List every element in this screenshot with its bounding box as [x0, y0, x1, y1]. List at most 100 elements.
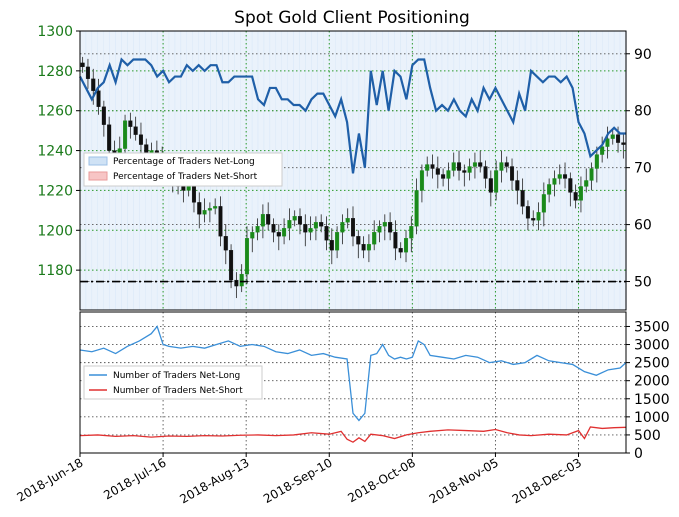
- price-candle-body: [377, 226, 382, 233]
- price-candle-body: [234, 279, 239, 287]
- price-candle-body: [382, 222, 387, 227]
- price-tick-label: 1280: [37, 64, 73, 80]
- percent-tick-label: 90: [634, 47, 652, 63]
- x-tick-label: 2018-Dec-03: [510, 455, 584, 506]
- net-long-band: [400, 30, 407, 311]
- price-candle-body: [600, 146, 605, 155]
- price-candle-body: [494, 170, 499, 193]
- price-candle-body: [435, 168, 440, 175]
- price-tick-label: 1180: [37, 263, 73, 279]
- net-long-band: [299, 30, 306, 311]
- net-long-band: [572, 30, 579, 311]
- x-tick-label: 2018-Aug-13: [177, 455, 251, 506]
- price-candle-body: [239, 273, 244, 287]
- bottom-panel: 0 500 1000 1500 2000 2500 3000 3500: [79, 311, 670, 462]
- price-candle-body: [446, 170, 451, 179]
- price-candle-body: [287, 220, 292, 229]
- count-tick-label: 500: [634, 428, 661, 444]
- net-long-band: [311, 30, 318, 311]
- net-long-band: [305, 30, 312, 311]
- net-long-band: [293, 30, 300, 311]
- top-frame: [79, 30, 627, 311]
- x-tick-label: 2018-Jun-18: [15, 455, 86, 504]
- price-candle-body: [552, 178, 557, 185]
- price-candle-body: [218, 206, 223, 237]
- net-long-band: [560, 30, 567, 311]
- price-tick-label: 1260: [37, 104, 73, 120]
- percent-tick-label: 70: [634, 161, 652, 177]
- price-candle-body: [573, 192, 578, 201]
- bottom-frame: [79, 311, 627, 454]
- price-candle-body: [260, 214, 265, 227]
- legend-label-net-long: Percentage of Traders Net-Long: [113, 157, 255, 167]
- price-candle-body: [441, 174, 446, 179]
- price-candle-body: [255, 226, 260, 233]
- net-long-band: [518, 30, 526, 311]
- net-long-band: [429, 30, 437, 311]
- net-long-band: [566, 30, 573, 311]
- price-candle-body: [297, 216, 302, 225]
- count-tick-label: 3000: [634, 338, 670, 354]
- price-candle-body: [319, 222, 324, 227]
- price-candle-body: [366, 244, 371, 251]
- x-tick-label: 2018-Oct-08: [345, 455, 417, 505]
- price-candle-body: [589, 168, 594, 181]
- net-long-band: [602, 30, 609, 311]
- count-tick-label: 3500: [634, 319, 670, 335]
- count-net-long-line: [79, 325, 627, 422]
- price-candle-body: [388, 222, 393, 233]
- price-candle-body: [393, 232, 398, 249]
- price-candle-body: [340, 222, 345, 233]
- x-tick-label: 2018-Nov-05: [427, 455, 501, 506]
- price-candle-body: [80, 62, 85, 68]
- price-candle-body: [276, 232, 281, 237]
- net-long-band: [323, 30, 330, 311]
- count-tick-label: 1500: [634, 392, 670, 408]
- price-candle-body: [138, 134, 143, 145]
- price-candle-body: [621, 142, 626, 145]
- count-tick-label: 2500: [634, 356, 670, 372]
- net-long-band: [334, 30, 342, 311]
- price-candle-body: [96, 90, 101, 107]
- price-candle-body: [213, 206, 218, 209]
- price-candle-body: [85, 66, 90, 79]
- price-candle-body: [578, 186, 583, 201]
- net-long-band: [607, 30, 615, 311]
- price-candle-body: [563, 174, 568, 179]
- percent-tick-label: 80: [634, 104, 652, 120]
- net-long-band: [329, 30, 336, 311]
- price-candle-body: [483, 166, 488, 179]
- count-tick-label: 2000: [634, 374, 670, 390]
- price-tick-label: 1220: [37, 183, 73, 199]
- price-candle-body: [345, 218, 350, 223]
- price-candle-body: [547, 184, 552, 195]
- price-tick-label: 1200: [37, 223, 73, 239]
- price-candle-body: [308, 228, 313, 233]
- price-candle-body: [616, 134, 621, 143]
- price-candle-body: [520, 190, 525, 207]
- price-candle-body: [329, 240, 334, 251]
- price-candle-body: [303, 224, 308, 233]
- price-candle-body: [107, 124, 112, 151]
- price-candle-body: [266, 214, 271, 225]
- price-candle-body: [101, 106, 106, 125]
- price-candle-body: [181, 186, 186, 191]
- price-tick-label: 1240: [37, 144, 73, 160]
- price-candle-body: [557, 174, 562, 179]
- percent-tick-label: 60: [634, 218, 652, 234]
- chart-title: Spot Gold Client Positioning: [234, 8, 470, 28]
- price-candle-body: [541, 194, 546, 213]
- top-legend: Percentage of Traders Net-Long Percentag…: [83, 152, 283, 187]
- price-candle-body: [610, 134, 615, 139]
- price-candle-body: [430, 164, 435, 169]
- net-long-band: [578, 30, 585, 311]
- x-tick-label: 2018-Jul-16: [101, 455, 168, 502]
- net-long-band: [358, 30, 366, 311]
- price-candle-body: [133, 126, 138, 135]
- price-candle-body: [425, 164, 430, 171]
- net-long-band: [584, 30, 591, 311]
- price-candle-body: [515, 180, 520, 191]
- price-candle-body: [324, 226, 329, 241]
- price-candle-body: [207, 208, 212, 211]
